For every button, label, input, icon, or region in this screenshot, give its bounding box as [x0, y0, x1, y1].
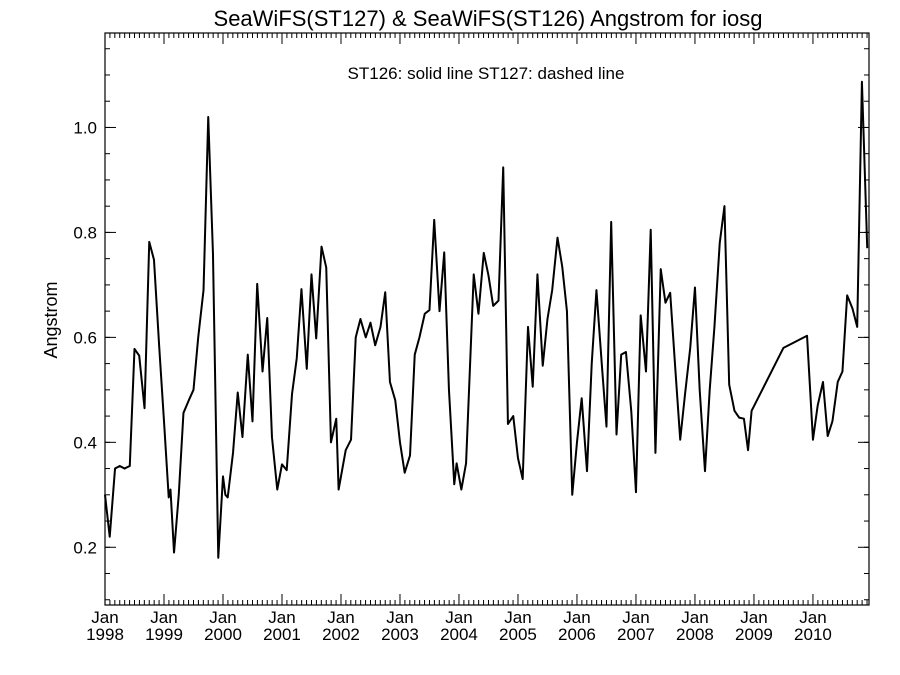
x-tick-year: 2003 [381, 625, 419, 644]
x-tick-month: Jan [268, 608, 295, 627]
plot-frame [104, 32, 870, 606]
x-tick-year: 2010 [794, 625, 832, 644]
x-tick-month: Jan [681, 608, 708, 627]
x-tick-month: Jan [799, 608, 826, 627]
chart-title: SeaWiFS(ST127) & SeaWiFS(ST126) Angstrom… [214, 6, 763, 31]
x-tick-year: 2002 [322, 625, 360, 644]
x-tick-month: Jan [622, 608, 649, 627]
x-tick-year: 1998 [86, 625, 124, 644]
x-tick-month: Jan [209, 608, 236, 627]
x-tick-month: Jan [327, 608, 354, 627]
y-tick-label: 1.0 [73, 118, 97, 137]
x-tick-year: 2009 [735, 625, 773, 644]
x-tick-year: 2000 [204, 625, 242, 644]
x-tick-month: Jan [91, 608, 118, 627]
y-tick-label: 0.4 [73, 433, 97, 452]
series-line-solid [104, 80, 869, 559]
x-tick-year: 2006 [558, 625, 596, 644]
x-tick-month: Jan [504, 608, 531, 627]
x-tick-year: 2005 [499, 625, 537, 644]
x-tick-month: Jan [386, 608, 413, 627]
y-tick-label: 0.2 [73, 538, 97, 557]
x-tick-month: Jan [563, 608, 590, 627]
series-layer [104, 80, 869, 559]
chart-annotation: ST126: solid line ST127: dashed line [348, 64, 625, 83]
axis-tick-labels: 0.20.40.60.81.0Jan1998Jan1999Jan2000Jan2… [73, 118, 832, 644]
x-tick-year: 2001 [263, 625, 301, 644]
x-tick-month: Jan [445, 608, 472, 627]
x-tick-month: Jan [740, 608, 767, 627]
y-tick-label: 0.6 [73, 328, 97, 347]
axis-ticks [104, 33, 869, 605]
x-tick-year: 2004 [440, 625, 478, 644]
x-tick-year: 2007 [617, 625, 655, 644]
y-tick-label: 0.8 [73, 223, 97, 242]
x-tick-year: 2008 [676, 625, 714, 644]
x-tick-month: Jan [150, 608, 177, 627]
y-axis-label: Angstrom [41, 281, 61, 358]
x-tick-year: 1999 [145, 625, 183, 644]
